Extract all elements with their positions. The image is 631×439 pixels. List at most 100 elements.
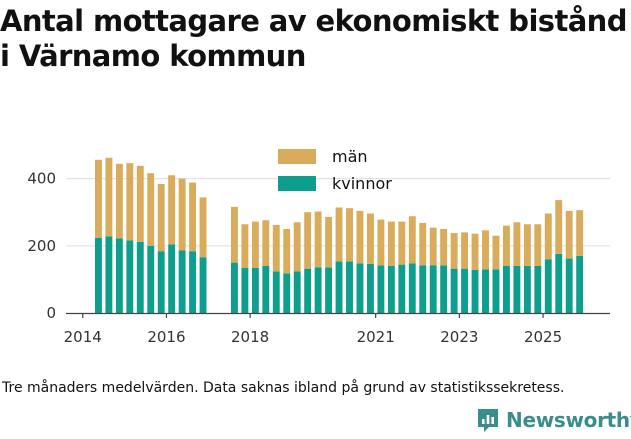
bar-kvinnor xyxy=(366,263,374,313)
x-tick-label: 2025 xyxy=(524,328,562,346)
bar-man xyxy=(346,208,353,262)
bar-man xyxy=(168,175,176,245)
bar-kvinnor xyxy=(387,265,395,313)
bar-man xyxy=(199,197,207,258)
bar-man xyxy=(272,224,280,272)
bar-kvinnor xyxy=(565,258,573,313)
bar-kvinnor xyxy=(555,253,563,313)
bar-kvinnor xyxy=(429,265,437,313)
bar-man xyxy=(94,159,102,238)
bar-kvinnor xyxy=(482,269,489,313)
bar-man xyxy=(471,233,479,270)
chart-title-line-2: i Värnamo kommun xyxy=(0,39,306,73)
bar-kvinnor xyxy=(283,273,291,313)
bar-kvinnor xyxy=(262,265,270,313)
bar-man xyxy=(241,224,249,268)
y-tick-label: 0 xyxy=(46,304,56,322)
chart-caption: Tre månaders medelvärden. Data saknas ib… xyxy=(2,380,565,396)
bar-kvinnor xyxy=(450,268,458,313)
bar-kvinnor xyxy=(335,261,343,313)
bar-man xyxy=(178,178,186,251)
legend-label: kvinnor xyxy=(332,174,392,193)
x-tick-label: 2018 xyxy=(231,328,269,346)
bar-man xyxy=(230,206,238,263)
bar-man xyxy=(565,210,573,259)
bar-man xyxy=(262,220,270,266)
legend-label: män xyxy=(332,147,368,166)
bar-man xyxy=(429,227,437,266)
bar-kvinnor xyxy=(398,264,406,313)
x-tick-label: 2023 xyxy=(440,328,478,346)
bar-kvinnor xyxy=(126,240,134,313)
bar-kvinnor xyxy=(314,267,322,313)
bar-man xyxy=(544,213,552,260)
bar-man xyxy=(492,235,500,270)
bar-kvinnor xyxy=(513,265,521,313)
legend-swatch xyxy=(278,176,316,191)
bar-kvinnor xyxy=(157,251,165,313)
bar-kvinnor xyxy=(115,238,123,313)
x-axis: 2014 2016 2018 2021 2023 2025 xyxy=(64,312,610,346)
stacked-bar-chart: 0 200 400 2014 2016 2018 2021 2023 2025 män kvin… xyxy=(27,147,610,346)
legend: män kvinnor xyxy=(278,147,392,193)
newsworthy-logo[interactable]: Newsworthy xyxy=(476,407,631,433)
bar-man xyxy=(502,225,510,266)
x-tick-label: 2016 xyxy=(147,328,185,346)
newsworthy-logo-text: Newsworthy xyxy=(506,408,631,432)
bar-man xyxy=(283,229,291,274)
bar-man xyxy=(534,224,542,266)
bar-man xyxy=(366,213,374,264)
newsworthy-logo-icon xyxy=(478,409,498,432)
chart-title: Antal mottagare av ekonomiskt bistånd i … xyxy=(0,4,631,74)
x-tick-label: 2014 xyxy=(64,328,102,346)
bar-man xyxy=(555,200,563,254)
bar-kvinnor xyxy=(251,267,259,313)
bar-kvinnor xyxy=(408,263,416,313)
x-tick-label: 2021 xyxy=(357,328,395,346)
legend-swatch xyxy=(278,149,316,164)
bar-man xyxy=(419,222,427,266)
bar-kvinnor xyxy=(272,271,280,313)
bar-kvinnor xyxy=(168,244,176,313)
bar-man xyxy=(461,232,469,269)
y-axis-ticks: 0 200 400 xyxy=(27,170,56,322)
bar-kvinnor xyxy=(189,251,197,313)
bar-man xyxy=(398,221,406,265)
bar-kvinnor xyxy=(440,265,448,313)
bar-kvinnor xyxy=(356,263,364,313)
bar-kvinnor xyxy=(461,268,469,313)
bar-man xyxy=(387,221,395,266)
bar-kvinnor xyxy=(293,271,301,313)
bar-kvinnor xyxy=(147,245,155,313)
bar-man xyxy=(293,222,301,272)
bar-kvinnor xyxy=(94,237,102,313)
bar-man xyxy=(126,163,134,241)
chart-title-line-1: Antal mottagare av ekonomiskt bistånd xyxy=(0,4,627,38)
bar-man xyxy=(115,163,123,239)
bar-man xyxy=(523,224,531,266)
bar-man xyxy=(157,183,165,252)
bar-man xyxy=(440,229,448,266)
bar-kvinnor xyxy=(544,259,552,313)
bar-man xyxy=(450,233,458,269)
bar-man xyxy=(576,210,584,256)
bar-man xyxy=(147,173,155,246)
bar-man xyxy=(189,182,197,252)
bar-man xyxy=(377,219,385,266)
bar-kvinnor xyxy=(178,250,186,313)
bar-man xyxy=(136,165,144,242)
bar-kvinnor xyxy=(492,269,500,313)
bar-kvinnor xyxy=(199,257,207,313)
bar-man xyxy=(314,211,322,268)
bar-kvinnor xyxy=(377,265,385,313)
bar-kvinnor xyxy=(534,265,542,313)
bar-man xyxy=(304,212,312,269)
y-tick-label: 400 xyxy=(27,170,56,188)
bar-kvinnor xyxy=(576,255,584,313)
bar-kvinnor xyxy=(230,262,238,313)
bar-kvinnor xyxy=(304,268,312,313)
bar-kvinnor xyxy=(523,265,531,313)
bar-kvinnor xyxy=(105,236,113,313)
bar-man xyxy=(251,221,259,268)
bar-man xyxy=(105,157,113,237)
